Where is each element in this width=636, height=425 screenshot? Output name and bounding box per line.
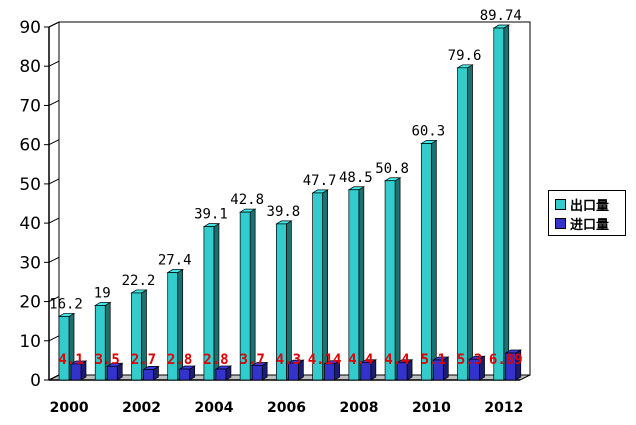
- bar-import: [288, 362, 299, 381]
- x-tick-label: 2000: [50, 400, 89, 416]
- x-tick-label: 2010: [412, 400, 451, 416]
- data-label-export: 22.2: [122, 273, 156, 289]
- x-tick-label: 2012: [484, 400, 523, 416]
- data-label-export: 89.74: [480, 8, 522, 24]
- bar-import: [324, 363, 335, 381]
- data-label-import: 4.4: [384, 352, 409, 368]
- y-tick-label: 20: [19, 293, 41, 313]
- data-label-import: 6.89: [489, 352, 523, 368]
- data-label-export: 16.2: [49, 296, 83, 312]
- bar-export: [203, 226, 215, 381]
- bar-import: [251, 365, 263, 381]
- x-tick-label: 2004: [195, 400, 234, 416]
- data-label-import: 5.1: [421, 352, 446, 368]
- bar-import: [106, 365, 118, 381]
- bar-export: [131, 292, 142, 381]
- y-tick-label: 30: [19, 253, 41, 273]
- bar-import: [396, 362, 408, 381]
- bar-export-side: [503, 24, 510, 381]
- bar-import: [469, 358, 480, 381]
- y-tick-label: 10: [19, 332, 41, 352]
- y-gridline: [48, 99, 60, 106]
- data-label-import: 3.5: [95, 352, 120, 368]
- bar-import: [505, 352, 517, 381]
- data-label-export: 27.4: [158, 253, 192, 269]
- bar-export: [420, 143, 432, 381]
- data-label-import: 4.14: [308, 352, 342, 368]
- data-label-export: 47.7: [303, 173, 337, 189]
- bar-export: [457, 67, 468, 381]
- bar-import: [432, 359, 444, 381]
- legend-item-import: 进口量: [555, 214, 610, 233]
- y-tick-label: 70: [19, 96, 41, 116]
- data-label-import: 4.3: [276, 352, 301, 368]
- bar-import: [215, 368, 227, 381]
- data-label-export: 19: [94, 285, 111, 301]
- y-tick-label: 0: [30, 371, 41, 391]
- data-label-import: 2.8: [203, 352, 228, 368]
- data-label-export: 39.1: [194, 207, 228, 223]
- data-label-export: 42.8: [230, 192, 264, 208]
- y-tick-label: 50: [19, 175, 41, 195]
- bar-export: [239, 211, 251, 381]
- data-label-export: 50.8: [375, 161, 409, 177]
- bar-import: [179, 368, 191, 381]
- legend-swatch-export: [555, 198, 566, 210]
- legend-item-export: 出口量: [555, 195, 610, 214]
- legend-label-import: 进口量: [570, 217, 610, 233]
- data-label-import: 4.1: [58, 352, 83, 368]
- data-label-import: 4.4: [348, 352, 373, 368]
- bar-export-side: [467, 64, 473, 381]
- bar-export: [276, 223, 287, 381]
- data-label-export: 39.8: [267, 204, 301, 220]
- y-gridline: [48, 335, 60, 342]
- bar-export-side: [394, 177, 401, 381]
- data-label-export: 48.5: [339, 170, 373, 186]
- y-gridline: [48, 139, 60, 146]
- x-tick-label: 2008: [339, 400, 378, 416]
- x-tick-label: 2006: [267, 400, 306, 416]
- data-label-import: 2.8: [167, 352, 192, 368]
- bar-export: [94, 305, 106, 381]
- y-tick-label: 60: [19, 136, 41, 156]
- y-tick-label: 90: [19, 18, 41, 38]
- bar-export: [312, 192, 323, 381]
- y-gridline: [48, 60, 60, 67]
- y-gridline: [48, 21, 60, 28]
- bar-import: [70, 363, 82, 381]
- legend-swatch-import: [555, 217, 566, 229]
- data-label-export: 79.6: [448, 48, 482, 64]
- x-tick-label: 2002: [122, 400, 161, 416]
- legend: 出口量 进口量: [548, 190, 626, 236]
- data-label-export: 60.3: [411, 123, 445, 139]
- y-tick-label: 40: [19, 214, 41, 234]
- bar-export: [493, 27, 505, 381]
- y-tick-label: 80: [19, 57, 41, 77]
- y-gridline: [48, 374, 60, 381]
- data-label-import: 3.7: [240, 352, 265, 368]
- bar-import: [360, 362, 372, 381]
- y-gridline: [48, 217, 60, 224]
- y-gridline: [48, 296, 60, 303]
- bar-import: [143, 369, 154, 381]
- legend-label-export: 出口量: [570, 198, 610, 214]
- bar-export: [348, 189, 360, 381]
- bar-export-side: [430, 139, 437, 381]
- data-label-import: 5.3: [457, 352, 482, 368]
- data-label-import: 2.7: [131, 352, 156, 368]
- y-gridline: [48, 256, 60, 263]
- bar-export: [167, 272, 179, 381]
- y-gridline: [48, 178, 60, 185]
- bar-export: [384, 180, 396, 381]
- bar-export: [58, 316, 70, 381]
- side-wall: [48, 21, 60, 381]
